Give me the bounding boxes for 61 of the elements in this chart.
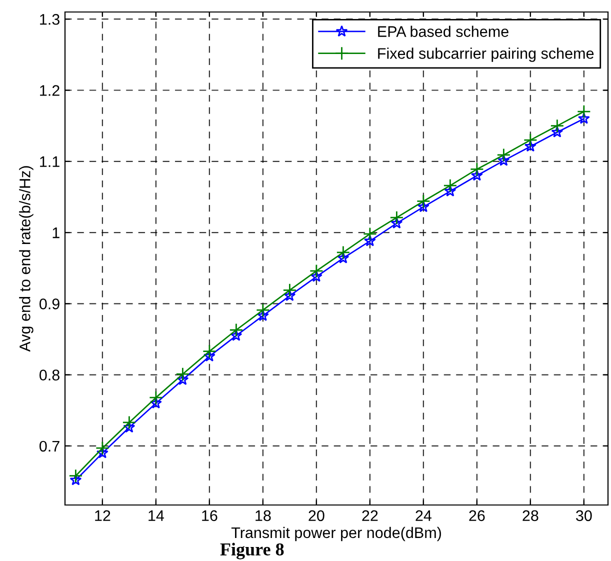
x-tick-label: 26 — [469, 510, 485, 522]
point — [122, 416, 136, 430]
x-tick-label: 24 — [416, 510, 432, 521]
point — [390, 217, 403, 228]
point — [337, 252, 350, 264]
y-tick-label: 0.8 — [40, 370, 60, 380]
y-tick-label: 1.1 — [40, 156, 60, 167]
y-tick-label: 1.2 — [40, 85, 60, 96]
y-tick-label: 0.7 — [40, 440, 60, 452]
y-tick-label: 1.3 — [40, 14, 60, 25]
x-tick-label: 22 — [362, 510, 378, 521]
y-tick-label: 0.9 — [40, 298, 60, 310]
point — [496, 148, 511, 162]
point — [203, 350, 216, 362]
point — [390, 210, 404, 225]
point — [256, 310, 269, 321]
point — [202, 344, 216, 358]
point — [176, 374, 189, 385]
x-tick-label: 14 — [148, 510, 164, 521]
x-tick-label: 30 — [576, 510, 592, 522]
point — [416, 194, 430, 208]
point — [524, 140, 536, 152]
point — [310, 270, 322, 282]
x-axis-title: Transmit power per node(dBm) — [231, 526, 441, 542]
caption: Figure 8 — [220, 542, 284, 560]
point — [150, 397, 162, 408]
point — [523, 133, 538, 147]
legend-label: Fixed subcarrier pairing scheme — [378, 48, 594, 62]
point — [443, 178, 458, 193]
legend-label: EPA based scheme — [378, 26, 508, 37]
point — [230, 329, 242, 341]
point — [282, 283, 297, 298]
point — [551, 126, 564, 138]
y-tick-label: 1 — [52, 228, 60, 238]
x-tick-label: 16 — [202, 510, 218, 522]
point — [176, 367, 190, 382]
point — [256, 303, 270, 318]
x-tick-label: 18 — [256, 510, 271, 522]
point — [470, 162, 484, 176]
x-tick-label: 12 — [95, 510, 110, 521]
point — [336, 246, 350, 260]
point — [417, 200, 430, 212]
x-tick-label: 28 — [522, 510, 538, 522]
point — [68, 468, 83, 483]
point — [284, 290, 296, 302]
point — [96, 441, 110, 456]
x-tick-label: 20 — [308, 510, 324, 522]
point — [149, 390, 163, 405]
point — [364, 234, 376, 246]
point — [362, 227, 377, 241]
point — [470, 169, 483, 181]
point — [229, 323, 244, 337]
point — [550, 118, 564, 133]
point — [576, 104, 591, 119]
point — [498, 154, 510, 166]
y-axis-title: Avg end to end rate(b/s/Hz) — [19, 166, 34, 352]
point — [578, 112, 590, 124]
point — [309, 264, 324, 278]
point — [70, 474, 82, 486]
point — [444, 185, 456, 196]
point — [96, 446, 108, 458]
